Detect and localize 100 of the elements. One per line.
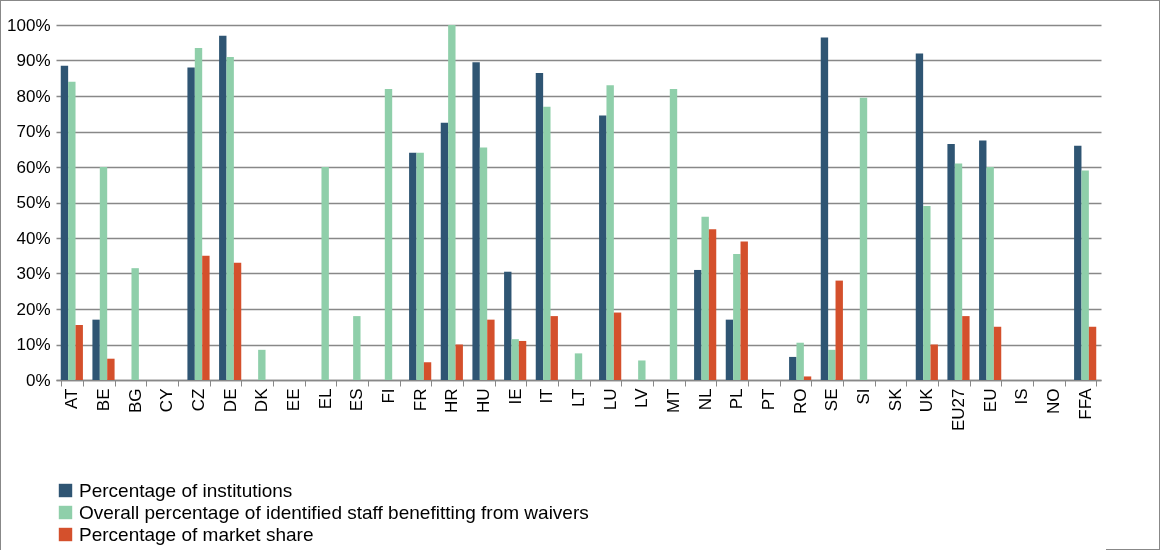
x-tick-label: IS — [1012, 388, 1032, 405]
y-tick-label: 100% — [7, 15, 51, 35]
bar — [915, 53, 924, 380]
bar — [725, 319, 734, 380]
bar — [708, 229, 717, 380]
bar — [638, 360, 646, 380]
bar — [820, 37, 829, 380]
bar — [131, 268, 139, 380]
x-tick-label: EE — [284, 388, 303, 412]
x-tick-label: AT — [62, 388, 82, 409]
bar — [487, 319, 495, 380]
bar — [455, 344, 463, 380]
bar — [448, 25, 456, 380]
x-tick-label: LU — [600, 388, 620, 411]
bar — [384, 88, 393, 380]
bar — [979, 140, 987, 380]
bar — [543, 106, 551, 380]
x-tick-label: EL — [315, 388, 335, 410]
bar — [947, 143, 955, 380]
x-tick-label: HR — [442, 388, 462, 414]
x-tick-label: SE — [822, 388, 842, 412]
x-tick-label: ES — [347, 388, 367, 412]
legend-label: Percentage of market share — [79, 523, 314, 545]
x-tick-label: IT — [537, 388, 557, 404]
x-tick-label: IE — [505, 388, 525, 405]
bar — [75, 324, 83, 380]
y-tick-label: 90% — [16, 51, 51, 70]
x-tick-label: EU — [980, 388, 1000, 413]
bar — [1081, 170, 1089, 380]
bar — [423, 362, 432, 380]
bar — [574, 353, 583, 380]
bar — [733, 253, 741, 380]
x-tick-label: FI — [379, 388, 398, 404]
bar — [258, 349, 266, 380]
bar — [233, 262, 242, 380]
x-tick-label: PT — [759, 388, 778, 411]
x-tick-label: CY — [157, 388, 177, 413]
x-tick-label: DE — [220, 388, 240, 413]
bar — [789, 356, 797, 380]
bar — [202, 255, 210, 380]
bar — [613, 312, 622, 380]
y-tick-label: 30% — [16, 264, 51, 283]
x-tick-label: SK — [885, 387, 905, 412]
bar — [511, 339, 519, 380]
bar — [440, 122, 449, 380]
y-tick-label: 40% — [16, 228, 51, 248]
bar — [930, 344, 938, 380]
bar — [353, 316, 361, 380]
bar — [409, 152, 417, 380]
bar — [187, 67, 195, 380]
x-tick-label: BE — [94, 388, 113, 412]
bar — [99, 167, 108, 380]
bar — [986, 167, 994, 380]
bar — [694, 269, 702, 380]
x-tick-label: BG — [125, 388, 145, 414]
bar — [796, 342, 804, 380]
bar — [599, 115, 607, 380]
x-tick-label: UK — [917, 387, 937, 413]
bar — [669, 88, 678, 380]
x-tick-label: HU — [474, 388, 493, 414]
x-tick-label: SI — [854, 388, 873, 405]
bar — [954, 163, 963, 380]
bar — [107, 358, 115, 380]
bar — [194, 48, 203, 380]
bar — [803, 376, 812, 380]
x-tick-label: NO — [1044, 388, 1063, 414]
x-tick-label: DK — [252, 387, 272, 413]
bar — [518, 340, 527, 380]
y-tick-label: 10% — [16, 335, 51, 354]
x-tick-label: PL — [727, 388, 747, 410]
y-tick-label: 60% — [16, 157, 51, 177]
bar — [859, 97, 868, 380]
x-tick-label: RO — [790, 388, 810, 414]
bar — [321, 167, 329, 380]
x-tick-label: FFA — [1075, 387, 1095, 420]
y-tick-label: 0% — [25, 370, 51, 390]
bar — [835, 280, 843, 380]
bar — [92, 319, 100, 380]
bar — [550, 316, 558, 380]
bar — [219, 35, 227, 380]
bar — [740, 241, 748, 380]
bar — [1088, 326, 1097, 380]
legend-label: Overall percentage of identified staff benefitting from waivers — [79, 501, 589, 523]
legend-label: Percentage of institutions — [79, 479, 293, 501]
bar — [535, 72, 544, 380]
x-tick-label: LV — [632, 387, 652, 409]
x-tick-label: MT — [664, 388, 683, 414]
y-tick-label: 70% — [16, 122, 51, 141]
x-tick-label: CZ — [189, 388, 208, 412]
bar — [962, 316, 970, 380]
bar — [606, 85, 614, 380]
y-tick-label: 50% — [16, 193, 51, 212]
bar — [60, 65, 69, 380]
bar — [479, 147, 488, 380]
bar — [828, 349, 836, 380]
x-tick-label: EU27 — [949, 388, 968, 432]
x-tick-label: LT — [569, 388, 588, 408]
bar — [701, 216, 709, 380]
bar — [993, 326, 1002, 380]
bar — [1074, 145, 1082, 380]
